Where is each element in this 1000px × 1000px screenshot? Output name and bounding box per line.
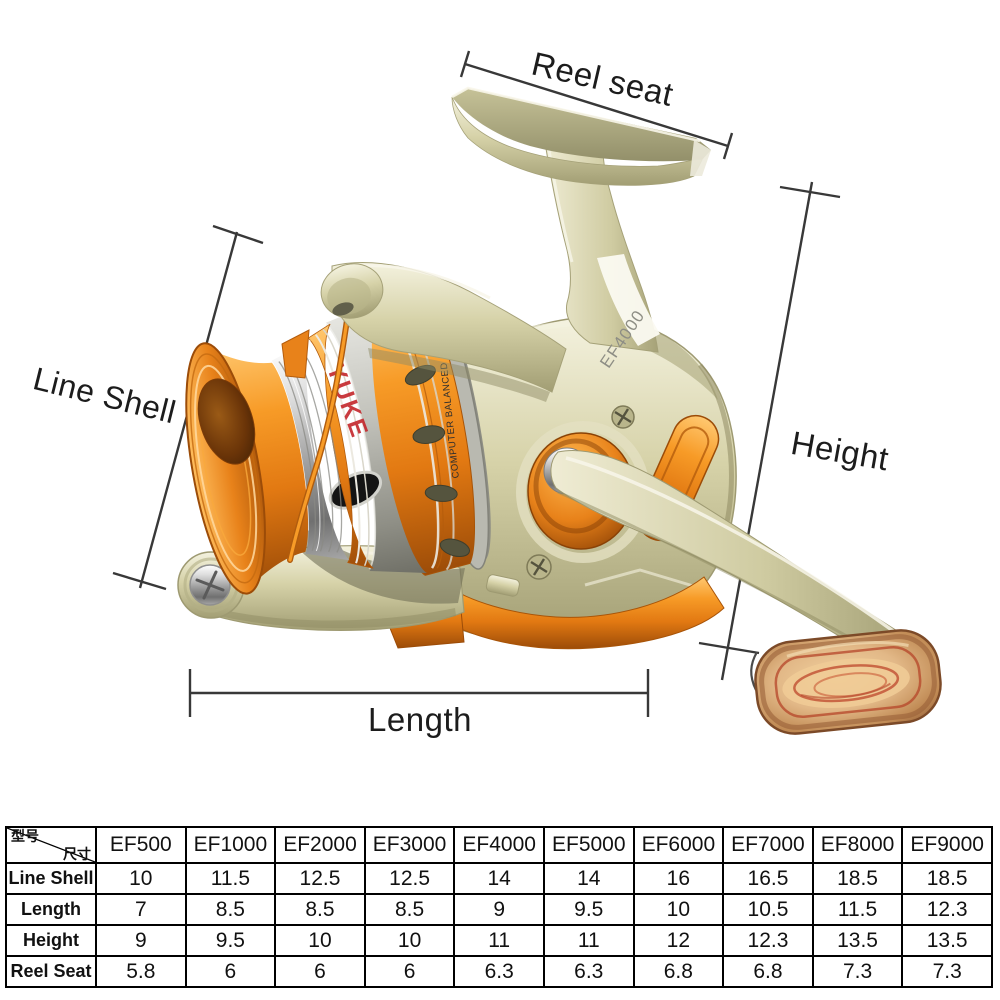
- row-label: Reel Seat: [5, 955, 97, 988]
- table-cell: 6: [184, 955, 277, 988]
- table-cell: 5.8: [95, 955, 187, 988]
- table-cell: 16.5: [722, 862, 814, 895]
- table-cell: 9: [453, 893, 545, 926]
- dim-line-height: [698, 181, 841, 681]
- table-cell: 8.5: [363, 893, 456, 926]
- column-header-ef4000: EF4000: [453, 826, 545, 864]
- column-header-ef2000: EF2000: [274, 826, 366, 864]
- table-cell: 16: [632, 862, 725, 895]
- spool: YUKE COMPUTER BALANCED: [185, 286, 491, 595]
- reel-foot: [451, 86, 711, 186]
- table-cell: 18.5: [901, 862, 993, 895]
- row-label: Line Shell: [5, 862, 97, 895]
- body-screw: [611, 405, 635, 429]
- spool-flare: [185, 342, 309, 595]
- corner-size-label: 尺寸: [63, 846, 91, 862]
- label-height: Height: [788, 424, 891, 478]
- table-cell: 10.5: [722, 893, 814, 926]
- table-cell: 12: [632, 924, 725, 957]
- handle-knob: [754, 629, 942, 735]
- column-header-ef7000: EF7000: [722, 826, 814, 864]
- table-cell: 7.3: [901, 955, 993, 988]
- table-cell: 10: [95, 862, 187, 895]
- table-cell: 13.5: [811, 924, 904, 957]
- column-header-ef3000: EF3000: [363, 826, 456, 864]
- table-row: Line Shell 10 11.5 12.5 12.5 14 14 16 16.5 18.5 18…: [5, 862, 993, 895]
- row-label: Height: [5, 924, 97, 957]
- table-header-row: 型号 尺寸 EF500 EF1000 EF2000 EF3000 EF4000 EF5000 E…: [5, 826, 993, 864]
- table-cell: 6: [363, 955, 456, 988]
- spinning-reel-illustration: EF4000: [177, 86, 942, 735]
- column-header-ef6000: EF6000: [632, 826, 725, 864]
- table-cell: 12.5: [363, 862, 456, 895]
- label-reel-seat: Reel seat: [528, 45, 677, 113]
- table-row: Reel Seat 5.8 6 6 6 6.3 6.3 6.8 6.8 7.3 7.3: [5, 955, 993, 988]
- table-cell: 9: [95, 924, 187, 957]
- table-row: Height 9 9.5 10 10 11 11 12 12.3 13.5 13.5: [5, 924, 993, 957]
- column-header-ef9000: EF9000: [901, 826, 993, 864]
- table-cell: 11: [542, 924, 635, 957]
- table-cell: 11.5: [184, 862, 277, 895]
- column-header-ef1000: EF1000: [184, 826, 277, 864]
- table-cell: 14: [542, 862, 635, 895]
- table-cell: 6: [274, 955, 366, 988]
- table-cell: 6.3: [542, 955, 635, 988]
- bail-wire: [287, 303, 352, 563]
- table-row: Length 7 8.5 8.5 8.5 9 9.5 10 10.5 11.5 12.3: [5, 893, 993, 926]
- table-cell: 8.5: [184, 893, 277, 926]
- body-screw: [526, 554, 552, 580]
- column-header-ef8000: EF8000: [811, 826, 904, 864]
- row-label: Length: [5, 893, 97, 926]
- reel-diagram-canvas: EF4000: [30, 45, 942, 738]
- table-cell: 12.5: [274, 862, 366, 895]
- table-cell: 12.3: [722, 924, 814, 957]
- dim-line-length: [188, 669, 650, 717]
- table-cell: 11: [453, 924, 545, 957]
- table-cell: 14: [453, 862, 545, 895]
- table-cell: 11.5: [811, 893, 904, 926]
- table-cell: 13.5: [901, 924, 993, 957]
- dim-line-reel-seat: [459, 50, 734, 160]
- table-corner-cell: 型号尺寸: [5, 826, 97, 864]
- table-cell: 10: [632, 893, 725, 926]
- rotor-arm-top: [281, 262, 567, 402]
- table-cell: 9.5: [542, 893, 635, 926]
- table-cell: 6.3: [453, 955, 545, 988]
- table-cell: 6.8: [632, 955, 725, 988]
- table-cell: 8.5: [274, 893, 366, 926]
- table-cell: 7.3: [811, 955, 904, 988]
- table-cell: 7: [95, 893, 187, 926]
- spool-center-cone: [197, 378, 256, 465]
- spec-table: 型号 尺寸 EF500 EF1000 EF2000 EF3000 EF4000 EF5000 E…: [5, 826, 993, 988]
- table-cell: 10: [363, 924, 456, 957]
- corner-model-label: 型号: [11, 828, 39, 844]
- column-header-ef5000: EF5000: [542, 826, 635, 864]
- label-line-shell: Line Shell: [30, 360, 180, 430]
- column-header-ef500: EF500: [95, 826, 187, 864]
- body-orange-underside: [429, 576, 725, 650]
- table-cell: 10: [274, 924, 366, 957]
- anti-reverse-tab: [485, 574, 520, 597]
- table-cell: 12.3: [901, 893, 993, 926]
- table-cell: 9.5: [184, 924, 277, 957]
- table-cell: 18.5: [811, 862, 904, 895]
- spool-orange-band: [307, 323, 374, 569]
- bail-screw: [189, 564, 231, 606]
- table-cell: 6.8: [722, 955, 814, 988]
- label-length: Length: [368, 701, 472, 738]
